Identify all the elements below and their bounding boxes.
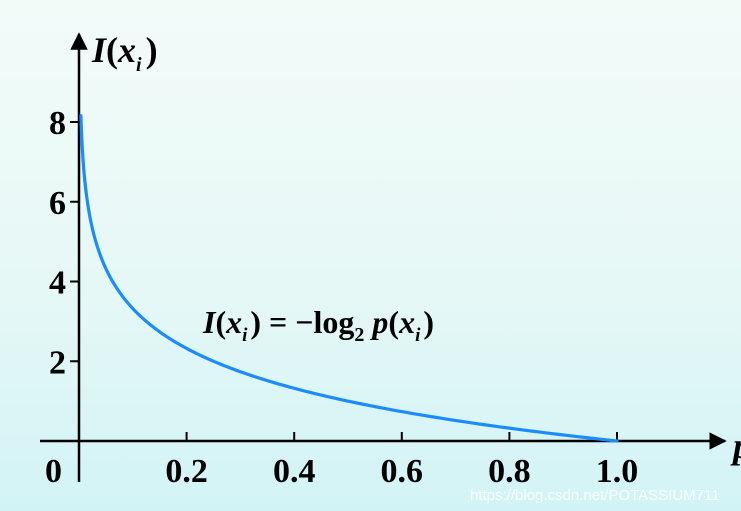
- annot-base: 2: [354, 324, 364, 346]
- annot-p: p: [364, 304, 388, 340]
- annot-open2: (: [388, 304, 399, 340]
- y-ticks: 2 4 6 8: [49, 105, 79, 381]
- y-tick-label-0: 2: [49, 344, 66, 381]
- origin-label: 0: [45, 453, 62, 490]
- series-curve: [79, 114, 619, 443]
- x-ticks: 0.2 0.4 0.6 0.8 1.0: [165, 432, 638, 490]
- watermark: https://blog.csdn.net/POTASSIUM711: [470, 487, 720, 504]
- annot-sub: i: [242, 325, 248, 346]
- y-axis-title-i: I: [91, 30, 108, 70]
- x-tick-label-3: 0.8: [488, 453, 531, 490]
- annot-sub2: i: [415, 325, 421, 346]
- y-axis-title-sub: i: [136, 54, 142, 76]
- x-tick-label-0: 0.2: [165, 453, 208, 490]
- y-tick-label-1: 4: [49, 265, 66, 302]
- y-axis-title-x: x: [117, 30, 136, 70]
- y-axis-title-open: (: [106, 30, 118, 70]
- x-tick-label-2: 0.6: [381, 453, 424, 490]
- x-tick-label-1: 0.4: [273, 453, 316, 490]
- x-axis-title: p: [730, 426, 741, 466]
- y-axis-title: I(xi): [91, 30, 158, 76]
- annot-x2: x: [398, 304, 415, 340]
- y-axis-title-close: ): [146, 30, 158, 70]
- x-tick-label-4: 1.0: [596, 453, 639, 490]
- annot-close: ): [250, 304, 261, 340]
- annot-i: I: [202, 304, 217, 340]
- y-tick-label-3: 8: [49, 105, 66, 142]
- y-tick-label-2: 6: [49, 185, 66, 222]
- formula-annotation: I(xi) = −log2 p(xi): [202, 304, 434, 346]
- annot-open: (: [215, 304, 226, 340]
- annot-x: x: [225, 304, 242, 340]
- annot-eq: = −log: [261, 304, 354, 340]
- annot-close2: ): [423, 304, 434, 340]
